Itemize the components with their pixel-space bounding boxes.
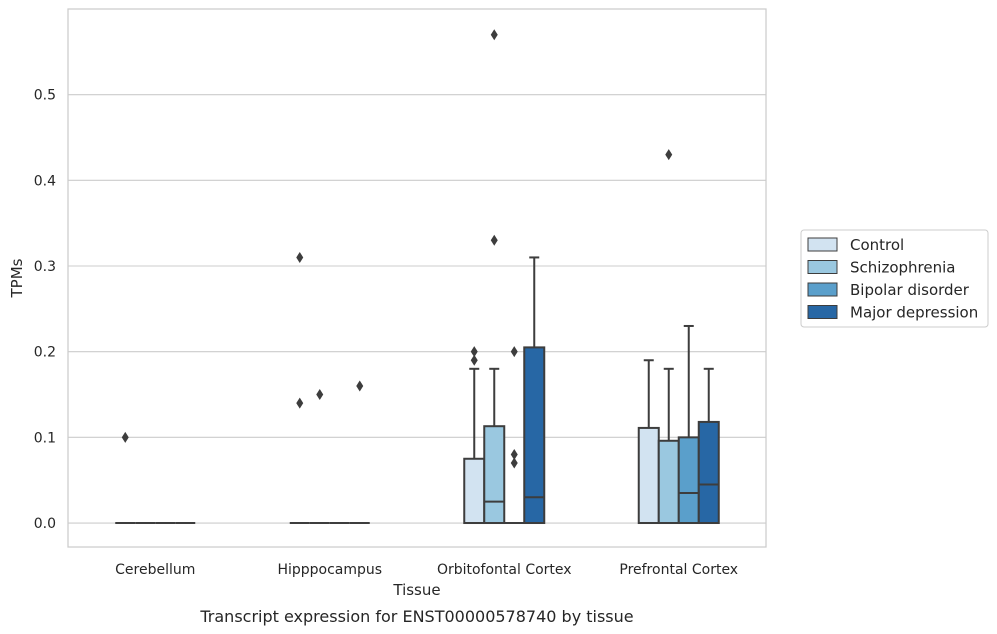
outlier-point [356, 380, 364, 392]
box-body [463, 457, 486, 525]
box-schizophrenia [657, 149, 680, 525]
legend-swatch [807, 260, 838, 274]
y-tick-label: 0.2 [34, 345, 56, 361]
outlier-point [296, 251, 304, 263]
chart-caption: Transcript expression for ENST0000057874… [199, 607, 633, 626]
y-tick-label: 0.3 [34, 259, 56, 275]
box-body [677, 436, 700, 525]
outlier-point [470, 354, 478, 366]
y-tick-label: 0.0 [34, 516, 56, 532]
legend-swatch [807, 282, 838, 297]
outlier-point [510, 448, 518, 460]
box-bipolar-disorder [677, 324, 700, 525]
box-control [637, 359, 660, 525]
box-schizophrenia [483, 29, 506, 525]
outlier-point [296, 397, 304, 409]
x-tick-labels: Cerebellum Hipppocampus Orbitofontal Corte… [115, 562, 738, 578]
x-tick-label: Prefrontal Cortex [619, 562, 738, 578]
outlier-point [490, 29, 498, 41]
outlier-point [510, 346, 518, 358]
y-tick-label: 0.5 [34, 88, 56, 104]
outlier-point [665, 149, 673, 161]
y-axis-label: TPMs [8, 258, 26, 298]
box-control [289, 251, 310, 525]
legend-label: Schizophrenia [850, 259, 955, 277]
y-tick-label: 0.1 [34, 430, 56, 446]
outlier-point [470, 346, 478, 358]
box-body [657, 439, 680, 525]
legend-frame [800, 229, 989, 328]
legend-swatch [807, 237, 838, 252]
box-control [463, 346, 486, 525]
box-body [483, 425, 506, 525]
y-tick-labels: 0.0 0.1 0.2 0.3 0.4 0.5 [34, 88, 56, 532]
plot-frame [67, 8, 767, 548]
outlier-point [510, 457, 518, 469]
box-body [697, 420, 720, 525]
box-major-depression [523, 256, 546, 525]
box-major-depression [349, 380, 370, 525]
box-bipolar-disorder [504, 346, 525, 525]
x-tick-label: Orbitofontal Cortex [437, 562, 572, 578]
legend-label: Bipolar disorder [850, 281, 970, 299]
box-schizophrenia [309, 389, 330, 525]
x-axis-label: Tissue [392, 581, 440, 599]
legend-label: Major depression [850, 304, 978, 322]
legend-label: Control [850, 236, 904, 254]
y-tick-label: 0.4 [34, 173, 56, 189]
box-control [115, 431, 136, 525]
outlier-point [490, 234, 498, 246]
x-tick-label: Cerebellum [115, 562, 195, 578]
box-layer [115, 29, 720, 525]
outlier-point [316, 389, 324, 401]
box-major-depression [697, 367, 720, 525]
legend: Control Schizophrenia Bipolar disorder Majo… [800, 229, 989, 328]
x-tick-label: Hipppocampus [277, 562, 382, 578]
legend-swatch [807, 305, 838, 319]
outlier-point [121, 431, 129, 443]
box-body [637, 426, 660, 525]
